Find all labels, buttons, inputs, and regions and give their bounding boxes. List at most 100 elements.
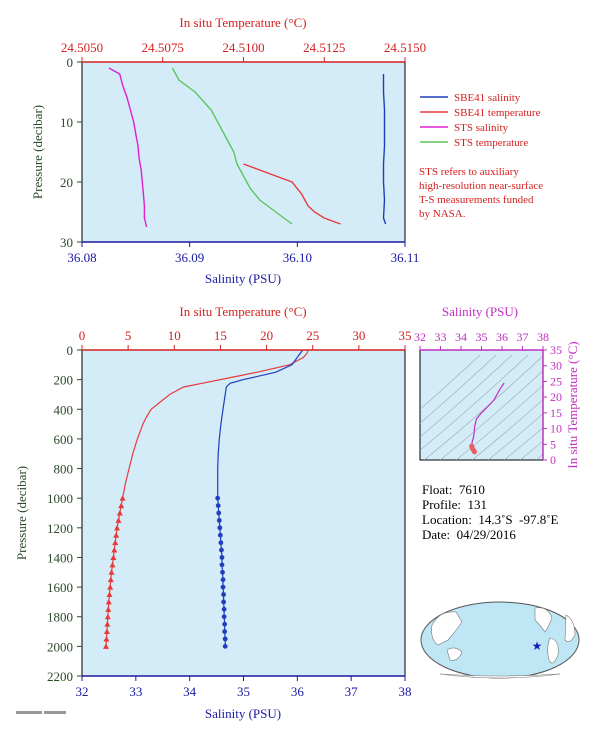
profile-pressure-axis-label: Pressure (decibar) bbox=[14, 466, 29, 560]
sts-salinity-line bbox=[108, 67, 148, 228]
top-plot-area bbox=[81, 61, 406, 243]
salinity-marker bbox=[222, 621, 228, 627]
profile-pressure-tick-label: 400 bbox=[54, 402, 74, 417]
map-land-asia bbox=[431, 611, 463, 646]
top-pressure-axis-label: Pressure (decibar) bbox=[30, 105, 45, 199]
top-temp-tick-label: 24.5050 bbox=[61, 40, 103, 55]
map-land-south-america bbox=[547, 637, 559, 664]
legend-label-sts-salinity: STS salinity bbox=[454, 122, 509, 134]
profile-pressure-tick-label: 600 bbox=[54, 432, 74, 447]
temperature-marker bbox=[103, 635, 110, 642]
profile-sal-tick-label: 34 bbox=[183, 684, 197, 699]
ts-density-contour bbox=[423, 355, 543, 460]
ts-density-contour bbox=[439, 370, 543, 460]
profile-pressure-tick-label: 200 bbox=[54, 373, 74, 388]
temperature-marker bbox=[104, 613, 111, 620]
profile-temp-tick-label: 25 bbox=[306, 328, 319, 343]
legend-label-sts-temperature: STS temperature bbox=[454, 137, 528, 149]
ts-temp-tick-label: 35 bbox=[550, 343, 562, 357]
note-line-1: STS refers to auxiliary bbox=[419, 166, 519, 178]
salinity-marker bbox=[221, 599, 226, 605]
temperature-marker bbox=[118, 502, 125, 509]
float-label: Float: bbox=[422, 482, 453, 497]
top-ticks-group: 24.5050 24.5075 24.5100 24.5125 24.5150 36.08… bbox=[60, 40, 426, 265]
profile-temp-tick-label: 35 bbox=[399, 328, 412, 343]
temperature-marker bbox=[111, 547, 118, 553]
top-pressure-tick-label: 20 bbox=[60, 175, 73, 190]
profile-pressure-tick-label: 2000 bbox=[47, 639, 73, 654]
location-value: 14.3˚S -97.8˚E bbox=[478, 512, 559, 527]
map-land-north-america bbox=[534, 607, 553, 633]
profile-temp-tick-label: 5 bbox=[125, 328, 132, 343]
ts-temp-axis-label: In situ Temperature (°C) bbox=[565, 341, 580, 468]
salinity-marker bbox=[219, 555, 225, 560]
top-temp-axis-label: In situ Temperature (°C) bbox=[179, 15, 306, 30]
salinity-marker bbox=[219, 547, 224, 553]
ts-sal-tick-label: 36 bbox=[496, 330, 508, 344]
temperature-marker bbox=[110, 554, 117, 560]
profile-pressure-tick-label: 1000 bbox=[47, 491, 73, 506]
sts-temperature-line bbox=[171, 67, 293, 225]
ts-density-contour bbox=[420, 354, 529, 451]
float-info-block: Float: 7610 Profile: 131 Location: 14.3˚… bbox=[422, 482, 559, 542]
footer-mark-2 bbox=[44, 711, 66, 714]
temperature-marker bbox=[108, 569, 115, 575]
location-row: Location: 14.3˚S -97.8˚E bbox=[422, 512, 559, 527]
note-line-2: high-resolution near-surface bbox=[419, 180, 543, 192]
profile-sal-tick-label: 38 bbox=[399, 684, 412, 699]
profile-row: Profile: 131 bbox=[422, 497, 559, 512]
profile-temp-axis-label: In situ Temperature (°C) bbox=[179, 304, 306, 319]
profile-sal-tick-label: 37 bbox=[345, 684, 359, 699]
salinity-marker bbox=[219, 562, 225, 568]
profile-sal-tick-label: 32 bbox=[76, 684, 89, 699]
top-detail-panel: 24.5050 24.5075 24.5100 24.5125 24.5150 36.08… bbox=[30, 15, 426, 286]
temperature-marker bbox=[112, 539, 119, 546]
ts-density-contour bbox=[420, 354, 513, 438]
ts-sal-axis-label: Salinity (PSU) bbox=[442, 304, 518, 319]
map-land-australia bbox=[446, 647, 463, 661]
profile-label: Profile: bbox=[422, 497, 461, 512]
float-row: Float: 7610 bbox=[422, 482, 559, 497]
top-temp-tick-label: 24.5100 bbox=[222, 40, 264, 55]
temperature-marker bbox=[105, 606, 112, 612]
ts-deep-point bbox=[472, 449, 478, 455]
salinity-marker bbox=[222, 629, 228, 634]
ts-temp-tick-label: 20 bbox=[550, 390, 562, 404]
salinity-marker bbox=[216, 518, 222, 523]
profile-pressure-tick-label: 1600 bbox=[47, 580, 73, 595]
date-row: Date: 04/29/2016 bbox=[422, 527, 559, 542]
legend: SBE41 salinity SBE41 temperature STS sal… bbox=[419, 92, 543, 220]
note-line-4: by NASA. bbox=[419, 208, 466, 220]
ts-sal-tick-label: 37 bbox=[517, 330, 529, 344]
temperature-marker bbox=[107, 576, 114, 583]
ts-temp-tick-label: 25 bbox=[550, 374, 562, 388]
temperature-marker bbox=[115, 517, 122, 523]
top-sal-axis-label: Salinity (PSU) bbox=[205, 271, 281, 286]
ts-temp-tick-label: 30 bbox=[550, 359, 562, 373]
salinity-marker bbox=[218, 540, 224, 546]
world-map-icon: ★ bbox=[420, 601, 580, 679]
location-label: Location: bbox=[422, 512, 472, 527]
temperature-marker bbox=[107, 584, 114, 590]
profile-temp-tick-label: 10 bbox=[168, 328, 181, 343]
profile-pressure-tick-label: 1800 bbox=[47, 610, 73, 625]
ts-density-contour bbox=[503, 427, 543, 460]
temperature-marker bbox=[105, 598, 112, 605]
temperature-marker bbox=[109, 561, 116, 568]
top-pressure-tick-label: 30 bbox=[60, 235, 73, 250]
temperature-marker bbox=[106, 591, 113, 597]
map-land-antarctica bbox=[439, 673, 561, 679]
temperature-marker bbox=[116, 510, 123, 516]
profile-value: 131 bbox=[467, 497, 488, 512]
profile-sal-axis-label: Salinity (PSU) bbox=[205, 706, 281, 721]
profile-temp-tick-label: 30 bbox=[352, 328, 365, 343]
profile-pressure-tick-label: 1400 bbox=[47, 550, 73, 565]
ts-temp-tick-label: 0 bbox=[550, 453, 556, 467]
top-sal-tick-label: 36.10 bbox=[283, 250, 312, 265]
profile-temp-tick-label: 0 bbox=[79, 328, 86, 343]
top-series-group bbox=[108, 67, 387, 228]
profile-plot-area bbox=[81, 349, 406, 677]
footer-mark-1 bbox=[16, 711, 42, 714]
